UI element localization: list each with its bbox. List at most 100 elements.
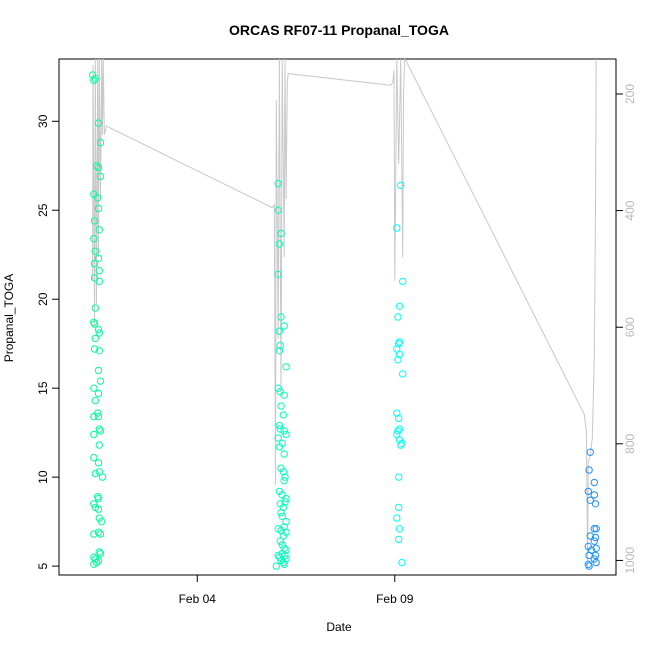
- data-point: [94, 528, 103, 536]
- x-tick-label: Feb 04: [179, 592, 217, 606]
- x-axis-label: Date: [326, 620, 352, 634]
- y-right-tick-label: 400: [623, 200, 637, 220]
- data-point: [91, 396, 100, 405]
- y-tick-label: 30: [36, 114, 50, 128]
- data-point: [399, 277, 407, 286]
- data-point: [94, 325, 103, 334]
- data-point: [590, 478, 598, 487]
- data-point: [94, 366, 103, 375]
- data-point: [275, 347, 284, 355]
- data-point: [592, 544, 600, 552]
- data-point: [94, 505, 103, 513]
- data-point: [282, 363, 290, 371]
- data-point: [275, 240, 284, 248]
- data-point: [585, 466, 593, 474]
- data-point: [96, 377, 105, 385]
- data-point: [91, 247, 100, 255]
- y-tick-label: 25: [36, 203, 50, 217]
- data-point: [395, 525, 404, 533]
- data-point: [90, 76, 98, 85]
- points-layer: [88, 71, 600, 570]
- data-point: [282, 555, 290, 563]
- data-point: [590, 525, 598, 533]
- data-point: [280, 427, 288, 435]
- data-point: [94, 557, 103, 565]
- data-point: [96, 549, 105, 558]
- data-point: [397, 441, 405, 449]
- data-point: [394, 313, 402, 321]
- data-point: [395, 503, 403, 512]
- data-point: [394, 356, 402, 364]
- data-point: [591, 551, 600, 560]
- data-point: [592, 525, 600, 533]
- y-right-tick-label: 1000: [623, 547, 637, 574]
- data-point: [95, 277, 104, 286]
- data-point: [585, 562, 593, 570]
- data-point: [95, 347, 104, 355]
- data-point: [90, 259, 99, 268]
- data-point: [590, 537, 598, 545]
- y-right-tick-label: 200: [623, 84, 637, 104]
- data-point: [94, 412, 103, 421]
- data-point: [394, 427, 402, 435]
- plot-frame: [58, 58, 617, 576]
- data-point: [96, 427, 105, 435]
- data-point: [586, 532, 594, 540]
- data-point: [586, 448, 594, 456]
- data-point: [397, 181, 405, 190]
- y-right-tick-label: 600: [623, 317, 637, 337]
- data-point: [96, 138, 105, 147]
- data-point: [275, 443, 284, 451]
- data-point: [395, 414, 403, 423]
- data-point: [276, 341, 284, 350]
- y-tick-label: 20: [36, 292, 50, 306]
- data-point: [95, 329, 104, 337]
- data-point: [277, 313, 285, 321]
- data-point: [274, 179, 282, 188]
- axes-layer: 5 10 15 20 25 30 200 400 600 800 1000 Feb 04 Feb 09: [36, 84, 637, 606]
- altitude-layer: [92, 57, 597, 567]
- data-point: [96, 172, 105, 181]
- data-point: [274, 434, 282, 442]
- data-point: [275, 421, 284, 430]
- data-point: [94, 194, 102, 202]
- data-point: [279, 411, 288, 419]
- data-point: [92, 558, 101, 567]
- data-point: [94, 163, 103, 172]
- y-axis-label: Propanal_TOGA: [2, 274, 16, 363]
- data-point: [98, 517, 106, 526]
- data-point: [90, 384, 98, 392]
- data-point: [280, 477, 288, 485]
- data-point: [94, 389, 103, 398]
- data-point: [277, 229, 285, 238]
- data-point: [95, 441, 104, 449]
- data-point: [280, 391, 288, 399]
- data-point: [280, 450, 288, 458]
- data-point: [94, 409, 102, 417]
- data-point: [281, 498, 289, 506]
- data-point: [278, 512, 286, 520]
- data-point: [395, 535, 403, 544]
- data-point: [90, 430, 98, 439]
- data-point: [276, 537, 284, 545]
- data-point: [95, 425, 104, 433]
- data-point: [393, 224, 401, 232]
- data-point: [276, 425, 284, 433]
- data-point: [94, 494, 103, 503]
- data-point: [90, 453, 98, 462]
- data-point: [94, 254, 103, 262]
- altitude-line: [92, 57, 597, 567]
- data-point: [281, 551, 289, 560]
- data-point: [90, 345, 99, 353]
- data-point: [281, 473, 289, 481]
- data-point: [395, 473, 403, 481]
- data-point: [92, 162, 101, 170]
- data-point: [272, 562, 280, 570]
- y-tick-label: 15: [36, 381, 50, 395]
- data-point: [95, 267, 104, 275]
- data-point: [591, 533, 600, 542]
- data-point: [279, 468, 288, 476]
- data-point: [95, 226, 104, 234]
- data-point: [96, 530, 105, 538]
